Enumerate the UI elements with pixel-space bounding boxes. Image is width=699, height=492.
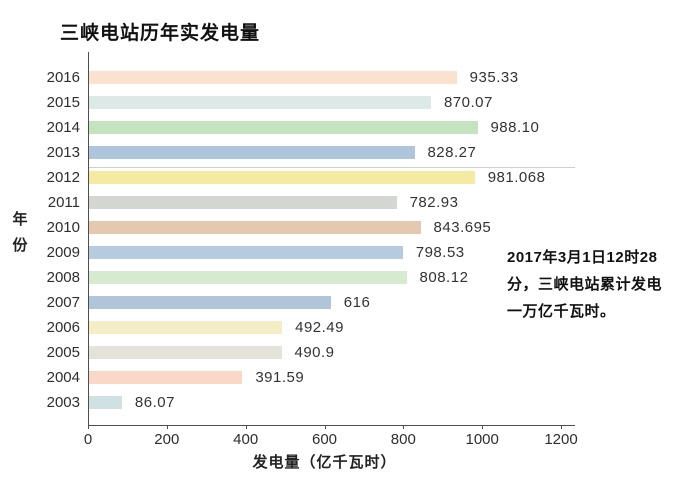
value-label-2016: 935.33 [469,68,519,86]
bar-2013 [88,146,415,159]
bar-2009 [88,246,403,259]
year-label-2016: 2016 [46,68,80,86]
x-tick-mark-400 [245,425,247,429]
value-label-2006: 492.49 [295,318,344,336]
year-label-2003: 2003 [46,393,80,411]
value-label-2005: 490.9 [294,343,335,361]
x-tick-label-400: 400 [233,431,259,448]
value-label-2015: 870.07 [443,93,493,111]
bar-2005 [88,346,282,359]
year-label-2006: 2006 [46,318,80,336]
x-tick-mark-1200 [561,425,562,429]
bar-2014 [88,121,478,134]
year-label-2014: 2014 [46,118,80,136]
bar-2003 [88,396,122,409]
year-label-2012: 2012 [46,168,80,186]
annotation-line: 2017年3月1日12时28 [507,249,658,266]
value-label-2009: 798.53 [415,243,465,261]
year-label-2015: 2015 [46,93,80,111]
bar-2010 [88,221,421,234]
x-axis-title: 发电量（亿千瓦时） [252,454,397,471]
bar-2012 [88,171,475,184]
year-label-2010: 2010 [46,218,80,236]
year-label-2004: 2004 [46,368,80,386]
x-tick-label-600: 600 [311,431,338,448]
x-tick-label-1000: 1000 [465,431,499,448]
year-label-2005: 2005 [46,343,80,361]
bar-2004 [88,371,243,384]
x-tick-label-1200: 1200 [544,431,578,448]
bar-2007 [88,296,331,309]
value-label-2012: 981.068 [487,168,546,186]
year-label-2009: 2009 [46,243,80,261]
bar-2006 [88,321,283,334]
y-axis-title-char: 份 [12,237,28,254]
y-axis-title: 年份 [12,207,28,259]
bar-2011 [88,196,397,209]
x-tick-label-0: 0 [83,431,93,448]
x-axis-line [88,425,575,426]
year-label-2008: 2008 [46,268,80,286]
year-label-2013: 2013 [46,143,80,161]
x-tick-mark-800 [403,425,405,429]
annotation-line: 分，三峡电站累计发电 [507,276,663,293]
x-tick-mark-200 [166,425,168,429]
value-label-2004: 391.59 [255,368,305,386]
year-label-2007: 2007 [46,293,80,311]
chart-title: 三峡电站历年实发电量 [60,23,261,44]
year-label-2011: 2011 [47,193,80,211]
bar-2008 [88,271,407,284]
x-tick-label-800: 800 [390,431,416,448]
value-label-2014: 988.10 [490,118,540,136]
y-axis-title-char: 年 [12,211,28,228]
x-tick-mark-1000 [482,425,484,429]
annotation-text: 2017年3月1日12时28 分，三峡电站累计发电 一万亿千瓦时。 [507,244,699,325]
value-label-2013: 828.27 [427,143,477,161]
value-label-2008: 808.12 [419,268,469,286]
row-2012-highlight-line [88,167,575,168]
bar-2016 [88,71,457,84]
x-tick-mark-600 [324,425,326,429]
x-tick-mark-0 [88,425,89,429]
value-label-2003: 86.07 [134,393,175,411]
y-axis-line [88,52,89,425]
value-label-2010: 843.695 [433,218,492,236]
value-label-2011: 782.93 [409,193,459,211]
x-tick-label-200: 200 [154,431,180,448]
bar-2015 [88,96,431,109]
annotation-line: 一万亿千瓦时。 [507,303,616,320]
value-label-2007: 616 [343,293,371,311]
